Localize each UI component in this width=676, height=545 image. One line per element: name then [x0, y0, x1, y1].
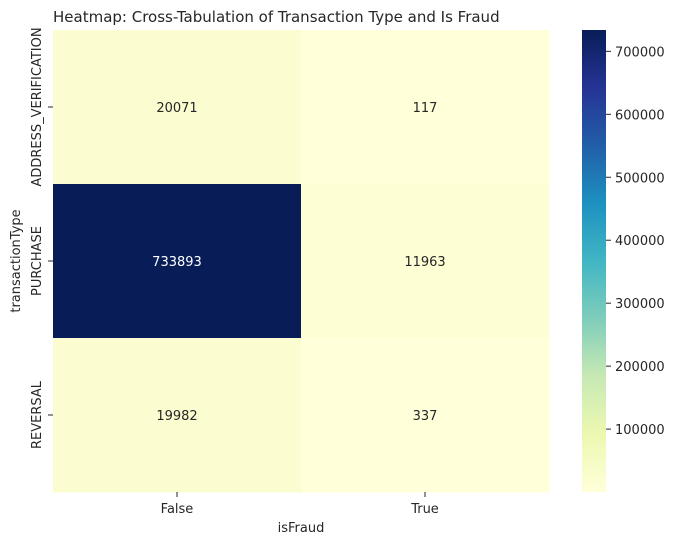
colorbar-tick-label: 400000	[615, 234, 665, 249]
x-axis-ticks: False True	[161, 492, 439, 517]
heatmap-cell	[301, 30, 550, 185]
y-tick-label: ADDRESS_VERIFICATION	[30, 27, 45, 186]
x-axis-label: isFraud	[278, 521, 325, 536]
cell-value-label: 11963	[404, 255, 445, 270]
y-axis-ticks: ADDRESS_VERIFICATION PURCHASE REVERSAL	[30, 27, 53, 449]
cell-value-label: 117	[413, 101, 438, 116]
cell-value-label: 19982	[156, 409, 197, 424]
cell-value-label: 733893	[152, 255, 202, 270]
colorbar-tick-label: 700000	[615, 45, 665, 60]
y-tick-label: PURCHASE	[30, 226, 45, 296]
chart-title: Heatmap: Cross-Tabulation of Transaction…	[53, 8, 500, 26]
colorbar-tick-label: 200000	[615, 360, 665, 375]
colorbar	[582, 30, 606, 492]
x-tick-label: False	[161, 502, 194, 517]
y-tick-label: REVERSAL	[30, 380, 45, 449]
heatmap-cell	[53, 30, 302, 185]
heatmap-cell	[53, 338, 302, 493]
colorbar-tick-label: 300000	[615, 297, 665, 312]
heatmap-cell	[301, 184, 550, 339]
cell-value-label: 337	[413, 409, 438, 424]
cell-value-label: 20071	[156, 101, 197, 116]
colorbar-tick-label: 600000	[615, 108, 665, 123]
y-axis-label: transactionType	[9, 209, 24, 312]
heatmap-cell-labels: 20071 117 733893 11963 19982 337	[152, 101, 446, 424]
heatmap-cell	[301, 338, 550, 493]
colorbar-tick-label: 500000	[615, 171, 665, 186]
colorbar-tick-label: 100000	[615, 423, 665, 438]
heatmap-cell	[53, 184, 302, 339]
heatmap-cells	[53, 30, 550, 493]
colorbar-ticks: 100000 200000 300000 400000 500000 600000 7000…	[606, 45, 665, 438]
x-tick-label: True	[410, 502, 439, 517]
